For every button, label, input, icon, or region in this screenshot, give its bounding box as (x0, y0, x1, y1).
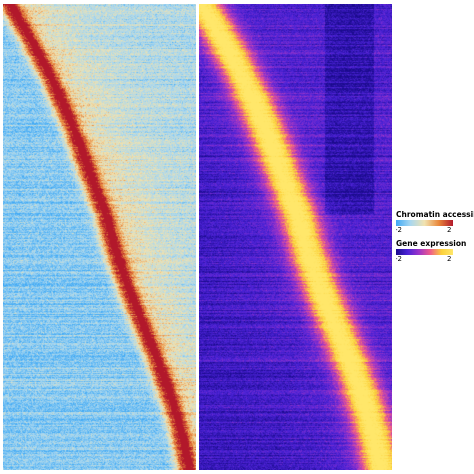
chromatin-legend: Chromatin accessibility -2 2 (396, 210, 474, 235)
chromatin-legend-title: Chromatin accessibility (396, 210, 474, 219)
expression-legend-max: 2 (447, 255, 452, 263)
expression-legend-colorbar (396, 249, 453, 255)
expression-legend: Gene expression -2 2 (396, 239, 474, 264)
expression-legend-min: -2 (396, 255, 402, 263)
chromatin-legend-max: 2 (447, 226, 452, 234)
chromatin-legend-min: -2 (396, 226, 402, 234)
expression-legend-title: Gene expression (396, 239, 467, 248)
chromatin-legend-colorbar (396, 220, 453, 226)
chromatin-accessibility-heatmap (3, 4, 196, 470)
gene-expression-heatmap (199, 4, 392, 470)
